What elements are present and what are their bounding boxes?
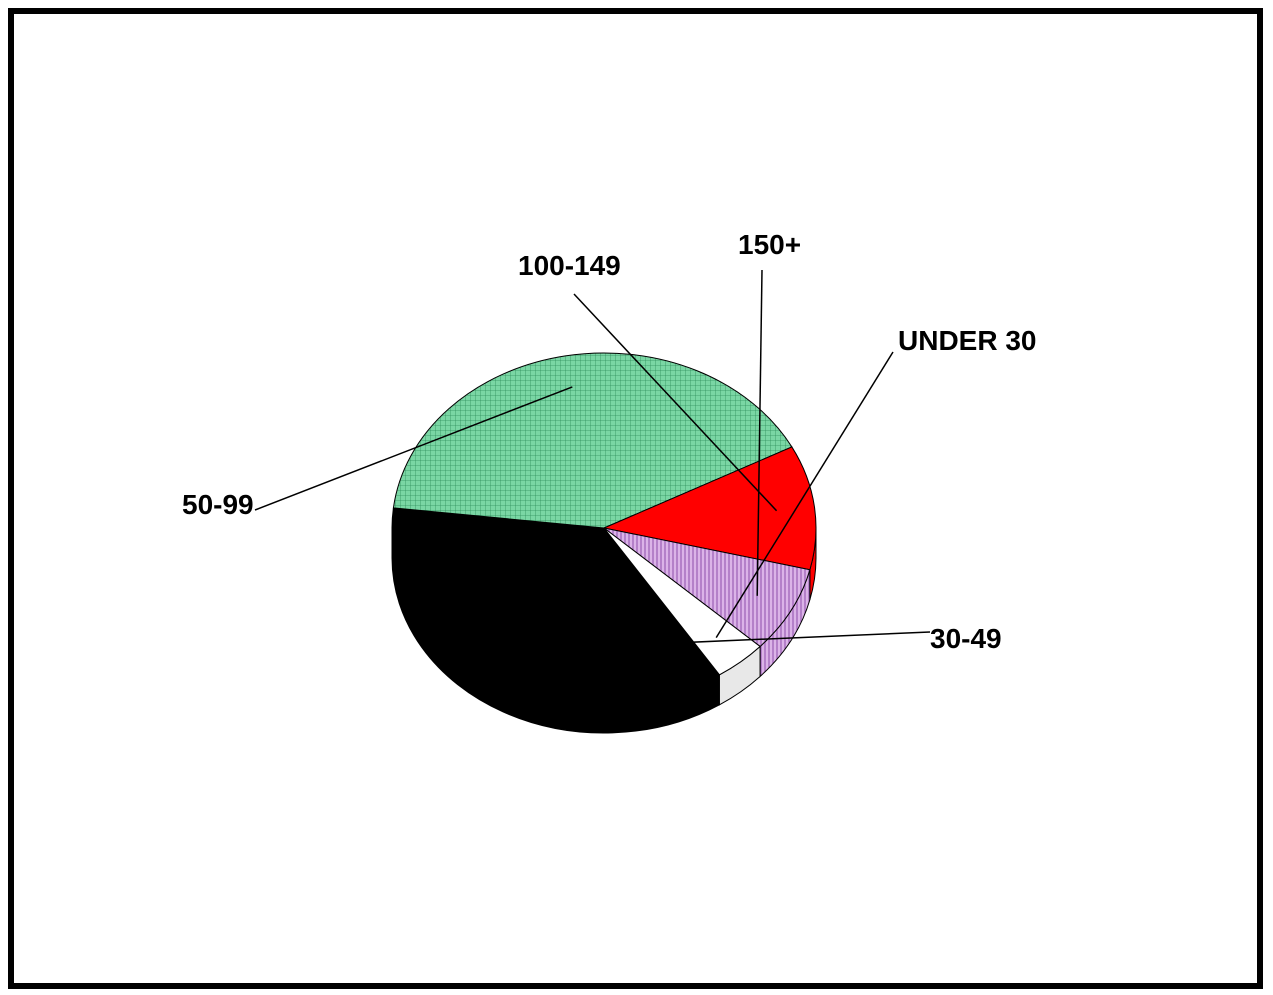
leader-line-150 <box>756 269 763 596</box>
pie-slices <box>391 352 817 704</box>
leader-line-50-99 <box>254 386 573 511</box>
leader-lines <box>254 269 931 651</box>
leader-line-under-30 <box>715 351 894 638</box>
slice-label-30-49: 30-49 <box>930 623 1002 654</box>
slice-label-100-149: 100-149 <box>518 250 621 281</box>
pie-slice-30-49 <box>391 507 721 704</box>
slice-label-50-99: 50-99 <box>182 489 254 520</box>
slice-labels: 30-49 50-99 100-149 150+ UNDER 30 <box>182 229 1036 654</box>
leader-line-30-49 <box>512 631 931 651</box>
leader-line-100-149 <box>573 293 778 512</box>
slice-label-150: 150+ <box>738 229 801 260</box>
pie-slice-100-149 <box>602 446 817 571</box>
slice-label-under-30: UNDER 30 <box>898 325 1036 356</box>
pie-slice-150 <box>603 527 811 648</box>
pie-slice-under-30 <box>603 527 761 676</box>
pie-slice-50-99 <box>392 352 793 529</box>
